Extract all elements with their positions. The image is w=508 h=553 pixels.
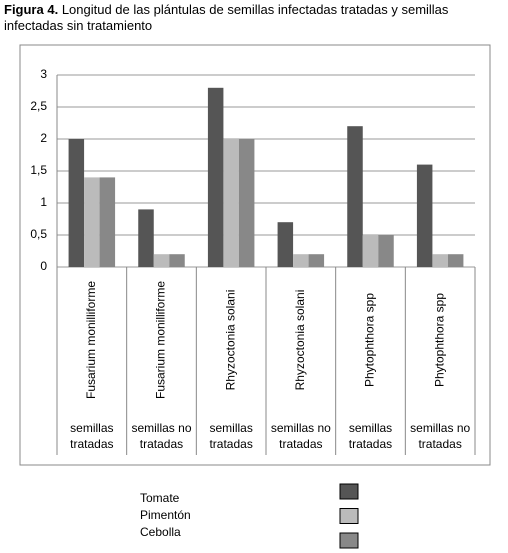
- y-tick-label: 2: [40, 131, 47, 145]
- group-label: semillas no tratadas: [410, 421, 471, 451]
- legend-label: Tomate: [140, 491, 180, 505]
- y-tick-label: 0,5: [30, 227, 47, 241]
- bar: [68, 139, 85, 267]
- x-tick-label: Phytophthora spp: [363, 293, 377, 387]
- bar: [84, 177, 100, 267]
- y-tick-label: 2,5: [30, 99, 47, 113]
- bar: [169, 254, 185, 267]
- legend-swatch: [339, 508, 359, 524]
- x-tick-label: Fusarium monilliforme: [84, 281, 98, 399]
- bar: [308, 254, 325, 267]
- legend-label: Cebolla: [140, 525, 181, 539]
- y-tick-label: 1,5: [30, 163, 47, 177]
- bar: [447, 254, 464, 267]
- bar: [416, 164, 433, 267]
- bar: [238, 139, 255, 267]
- bar: [362, 235, 379, 267]
- x-tick-label: Phytophthora spp: [432, 293, 446, 387]
- x-tick-label: Rhyzoctonia solani: [293, 290, 307, 391]
- bar: [432, 254, 448, 267]
- bar: [138, 209, 154, 267]
- group-label: semillas tratadas: [70, 421, 114, 451]
- group-label: semillas no tratadas: [270, 421, 331, 451]
- group-label: semillas tratadas: [348, 421, 393, 451]
- bar: [378, 235, 394, 267]
- y-tick-label: 0: [40, 259, 47, 273]
- chart-border: [19, 44, 491, 466]
- bar: [223, 139, 239, 267]
- bar: [277, 222, 294, 267]
- legend-swatch: [339, 532, 359, 549]
- bar: [99, 177, 116, 267]
- bar: [293, 254, 309, 267]
- x-tick-label: Rhyzoctonia solani: [223, 290, 237, 391]
- y-tick-label: 1: [40, 195, 47, 209]
- chart-title: Longitud de las plántulas de semillas in…: [4, 2, 449, 33]
- bar: [207, 87, 224, 267]
- bar: [153, 254, 170, 267]
- group-label: semillas tratadas: [209, 421, 253, 451]
- title-block: Figura 4. Longitud de las plántulas de s…: [4, 2, 504, 34]
- legend-swatch: [339, 483, 359, 500]
- title-label: Figura 4.: [4, 2, 59, 17]
- x-tick-label: Fusarium monilliforme: [154, 281, 168, 399]
- legend-label: Pimentón: [140, 508, 191, 522]
- y-tick-label: 3: [40, 67, 47, 81]
- group-label: semillas no tratadas: [131, 421, 192, 451]
- bar: [347, 126, 363, 267]
